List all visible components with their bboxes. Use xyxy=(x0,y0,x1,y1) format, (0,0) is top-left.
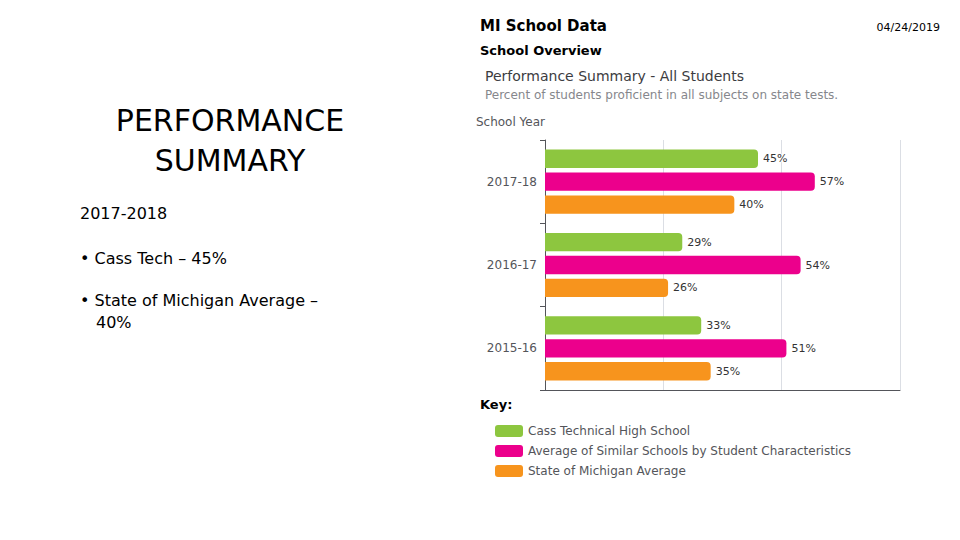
svg-text:2016-17: 2016-17 xyxy=(487,258,537,272)
svg-text:Percent of students proficient: Percent of students proficient in all su… xyxy=(485,88,838,102)
svg-text:PERFORMANCE: PERFORMANCE xyxy=(116,103,344,138)
svg-text:Cass Technical High School: Cass Technical High School xyxy=(528,424,690,438)
svg-text:51%: 51% xyxy=(791,342,815,355)
svg-text:• Cass Tech – 45%: • Cass Tech – 45% xyxy=(80,249,227,268)
svg-text:40%: 40% xyxy=(96,313,132,332)
svg-text:2017-2018: 2017-2018 xyxy=(80,204,167,223)
svg-text:2017-18: 2017-18 xyxy=(487,175,537,189)
svg-text:State of Michigan Average: State of Michigan Average xyxy=(528,464,686,478)
svg-text:57%: 57% xyxy=(820,175,844,188)
svg-text:School Overview: School Overview xyxy=(480,43,602,58)
svg-text:40%: 40% xyxy=(739,198,763,211)
svg-text:45%: 45% xyxy=(763,152,787,165)
svg-text:MI School Data: MI School Data xyxy=(480,17,607,35)
svg-text:29%: 29% xyxy=(687,236,711,249)
svg-text:Performance Summary - All Stud: Performance Summary - All Students xyxy=(485,68,744,84)
svg-text:SUMMARY: SUMMARY xyxy=(155,143,306,178)
svg-text:33%: 33% xyxy=(706,319,730,332)
svg-text:2015-16: 2015-16 xyxy=(487,341,537,355)
svg-text:School Year: School Year xyxy=(476,115,545,129)
svg-text:54%: 54% xyxy=(806,259,830,272)
svg-text:• State of Michigan Average –: • State of Michigan Average – xyxy=(80,291,318,310)
svg-text:Average of Similar Schools by: Average of Similar Schools by Student Ch… xyxy=(528,444,851,458)
svg-text:04/24/2019: 04/24/2019 xyxy=(877,21,940,34)
svg-text:26%: 26% xyxy=(673,281,697,294)
svg-text:Key:: Key: xyxy=(480,397,512,412)
svg-text:35%: 35% xyxy=(716,365,740,378)
